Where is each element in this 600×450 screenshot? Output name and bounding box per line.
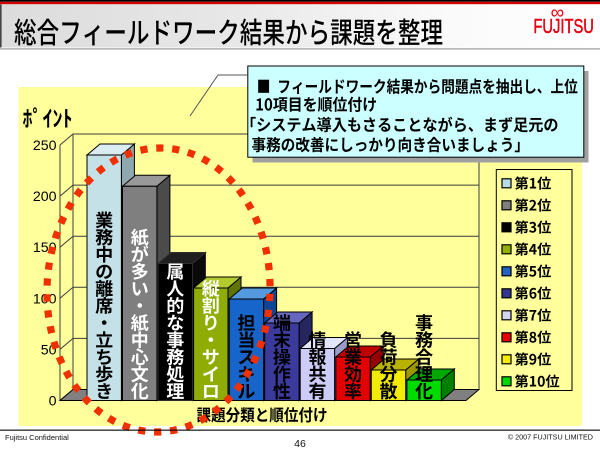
svg-text:200: 200 [33, 189, 57, 205]
svg-text:Fujitsu Confidential: Fujitsu Confidential [5, 433, 69, 442]
svg-text:46: 46 [294, 438, 306, 450]
svg-text:0: 0 [49, 394, 57, 410]
svg-text:∞: ∞ [551, 3, 565, 24]
svg-text:250: 250 [33, 138, 57, 154]
svg-text:© 2007 FUJITSU LIMITED: © 2007 FUJITSU LIMITED [508, 433, 593, 442]
svg-text:FUJITSU: FUJITSU [533, 15, 594, 38]
